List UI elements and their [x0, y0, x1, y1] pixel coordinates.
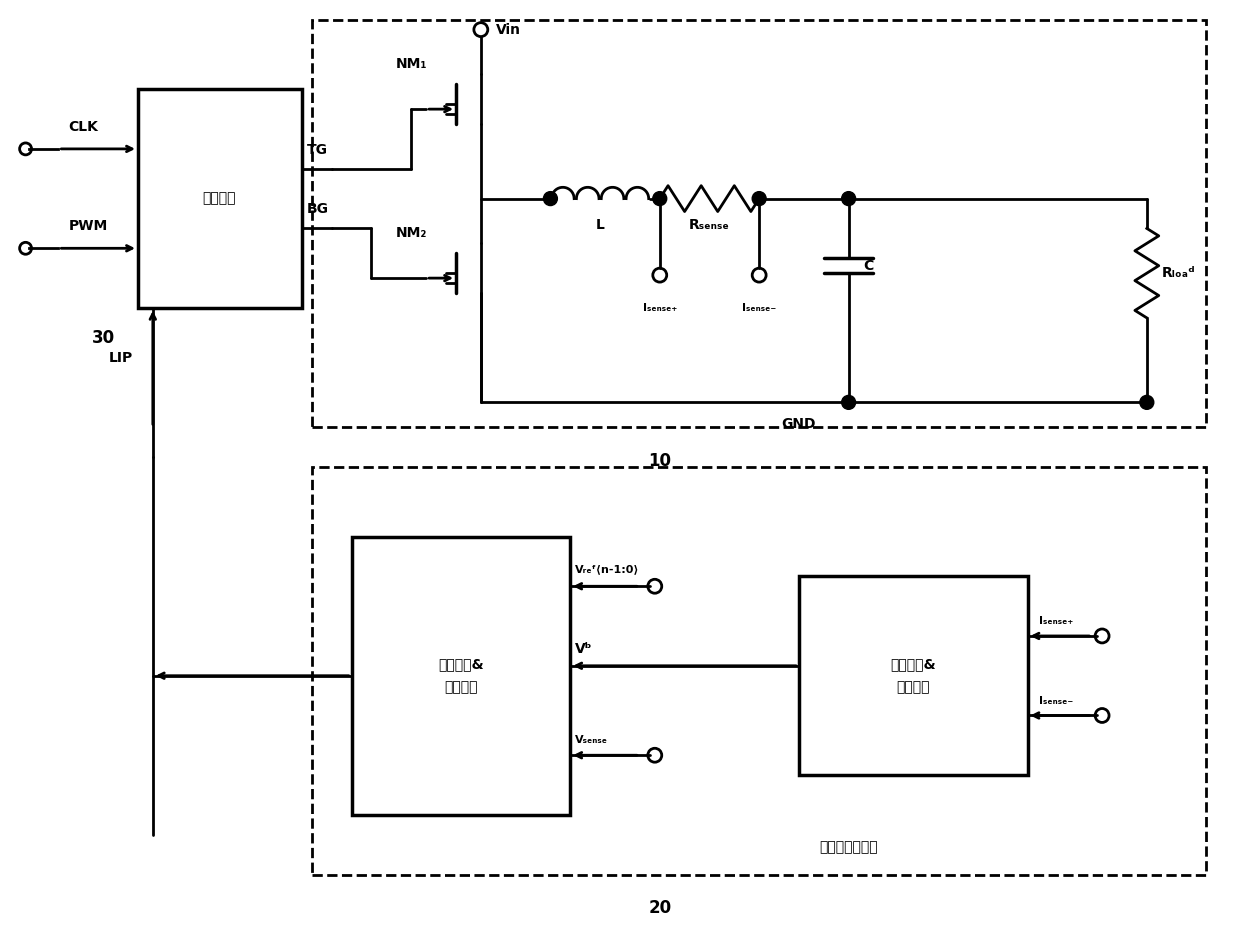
Text: BG: BG [306, 202, 329, 217]
Circle shape [543, 192, 557, 206]
Bar [352, 537, 570, 815]
Text: 20: 20 [649, 899, 671, 918]
Text: 电流検测&
微分电路: 电流検测& 微分电路 [890, 657, 936, 694]
Text: C: C [863, 260, 874, 273]
Text: L: L [595, 219, 605, 233]
Text: NM₂: NM₂ [396, 226, 427, 240]
Text: 自适应限流电路: 自适应限流电路 [820, 840, 878, 854]
Text: 比较电路&
限流电路: 比较电路& 限流电路 [438, 657, 484, 694]
Text: GND: GND [781, 417, 816, 431]
Text: NM₁: NM₁ [396, 57, 427, 71]
Text: Iₛₑₙₛₑ₋: Iₛₑₙₛₑ₋ [1039, 695, 1074, 705]
Text: Vᵣₑᶠ⟨n-1:0⟩: Vᵣₑᶠ⟨n-1:0⟩ [575, 565, 640, 575]
Text: Rₛₑₙₛₑ: Rₛₑₙₛₑ [689, 219, 730, 233]
Text: Iₛₑₙₛₑ₊: Iₛₑₙₛₑ₊ [1039, 616, 1074, 626]
Text: Vₛₑₙₛₑ: Vₛₑₙₛₑ [575, 735, 609, 745]
Text: 30: 30 [92, 329, 114, 347]
Bar [311, 19, 1207, 427]
Bar [138, 89, 301, 308]
Circle shape [842, 396, 856, 410]
Circle shape [842, 192, 856, 206]
Text: 10: 10 [649, 452, 671, 470]
Bar [311, 467, 1207, 874]
Text: CLK: CLK [68, 120, 98, 134]
Text: PWM: PWM [68, 220, 108, 234]
Text: LIP: LIP [109, 350, 133, 364]
Circle shape [652, 192, 667, 206]
Circle shape [1140, 396, 1153, 410]
Text: 驱动电路: 驱动电路 [202, 192, 236, 206]
Text: Vᵇ: Vᵇ [575, 641, 593, 655]
Circle shape [753, 192, 766, 206]
Bar [799, 577, 1028, 775]
Text: TG: TG [306, 143, 327, 157]
Text: Iₛₑₙₛₑ₋: Iₛₑₙₛₑ₋ [742, 303, 776, 313]
Text: Vin: Vin [496, 22, 521, 36]
Text: Iₛₑₙₛₑ₊: Iₛₑₙₛₑ₊ [642, 303, 677, 313]
Text: Rₗₒₐᵈ: Rₗₒₐᵈ [1162, 266, 1195, 280]
